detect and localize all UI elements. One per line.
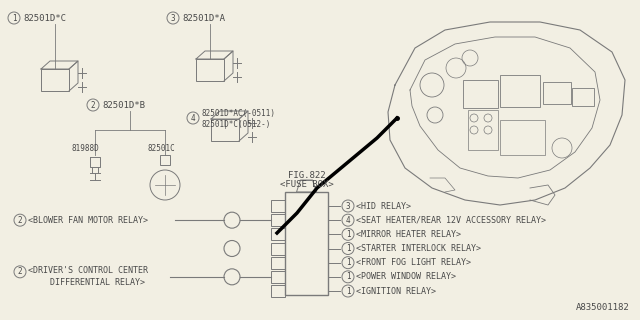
Bar — [211, 119, 239, 141]
Bar — [271, 285, 285, 297]
Text: 82501D*C: 82501D*C — [23, 13, 66, 22]
Text: 81988D: 81988D — [72, 143, 100, 153]
Text: 1: 1 — [346, 244, 350, 253]
Text: <HID RELAY>: <HID RELAY> — [356, 202, 411, 211]
Bar — [285, 192, 328, 295]
Text: <FRONT FOG LIGHT RELAY>: <FRONT FOG LIGHT RELAY> — [356, 258, 471, 267]
Bar — [271, 200, 285, 212]
Text: <BLOWER FAN MOTOR RELAY>: <BLOWER FAN MOTOR RELAY> — [28, 216, 148, 225]
Bar — [572, 88, 594, 106]
Text: <FUSE BOX>: <FUSE BOX> — [280, 180, 333, 188]
Text: 1: 1 — [346, 286, 350, 295]
Bar — [271, 271, 285, 283]
Bar — [196, 59, 224, 81]
Bar — [463, 80, 498, 108]
Text: 82501D*C(0512-): 82501D*C(0512-) — [202, 119, 271, 129]
Text: A835001182: A835001182 — [576, 303, 630, 313]
Text: 3: 3 — [171, 13, 175, 22]
Text: 4: 4 — [346, 216, 350, 225]
Text: 82501D*A: 82501D*A — [182, 13, 225, 22]
Bar — [543, 82, 571, 104]
Bar — [271, 214, 285, 226]
Text: <STARTER INTERLOCK RELAY>: <STARTER INTERLOCK RELAY> — [356, 244, 481, 253]
Bar — [468, 110, 498, 150]
Text: 1: 1 — [346, 230, 350, 239]
Bar — [500, 75, 540, 107]
Text: 82501D*AC(-0511): 82501D*AC(-0511) — [202, 108, 276, 117]
Text: <DRIVER'S CONTROL CENTER: <DRIVER'S CONTROL CENTER — [28, 266, 148, 275]
Bar — [271, 257, 285, 269]
Bar — [500, 120, 545, 155]
Text: 82501D*B: 82501D*B — [102, 100, 145, 109]
Text: FIG.822: FIG.822 — [288, 171, 325, 180]
Text: 1: 1 — [346, 258, 350, 267]
Bar — [160, 155, 170, 165]
Text: 3: 3 — [346, 202, 350, 211]
Text: 2: 2 — [18, 267, 22, 276]
Text: <SEAT HEATER/REAR 12V ACCESSORY RELAY>: <SEAT HEATER/REAR 12V ACCESSORY RELAY> — [356, 216, 546, 225]
Text: DIFFERENTIAL RELAY>: DIFFERENTIAL RELAY> — [50, 278, 145, 287]
Bar — [271, 243, 285, 254]
Text: <POWER WINDOW RELAY>: <POWER WINDOW RELAY> — [356, 272, 456, 281]
Text: 1: 1 — [12, 13, 16, 22]
Text: <MIRROR HEATER RELAY>: <MIRROR HEATER RELAY> — [356, 230, 461, 239]
Bar — [41, 69, 69, 91]
Text: 1: 1 — [346, 272, 350, 281]
Bar — [271, 228, 285, 240]
Text: 4: 4 — [191, 114, 195, 123]
Text: <IGNITION RELAY>: <IGNITION RELAY> — [356, 286, 436, 295]
Text: 2: 2 — [91, 100, 95, 109]
Text: 2: 2 — [18, 216, 22, 225]
Text: 82501C: 82501C — [148, 143, 176, 153]
